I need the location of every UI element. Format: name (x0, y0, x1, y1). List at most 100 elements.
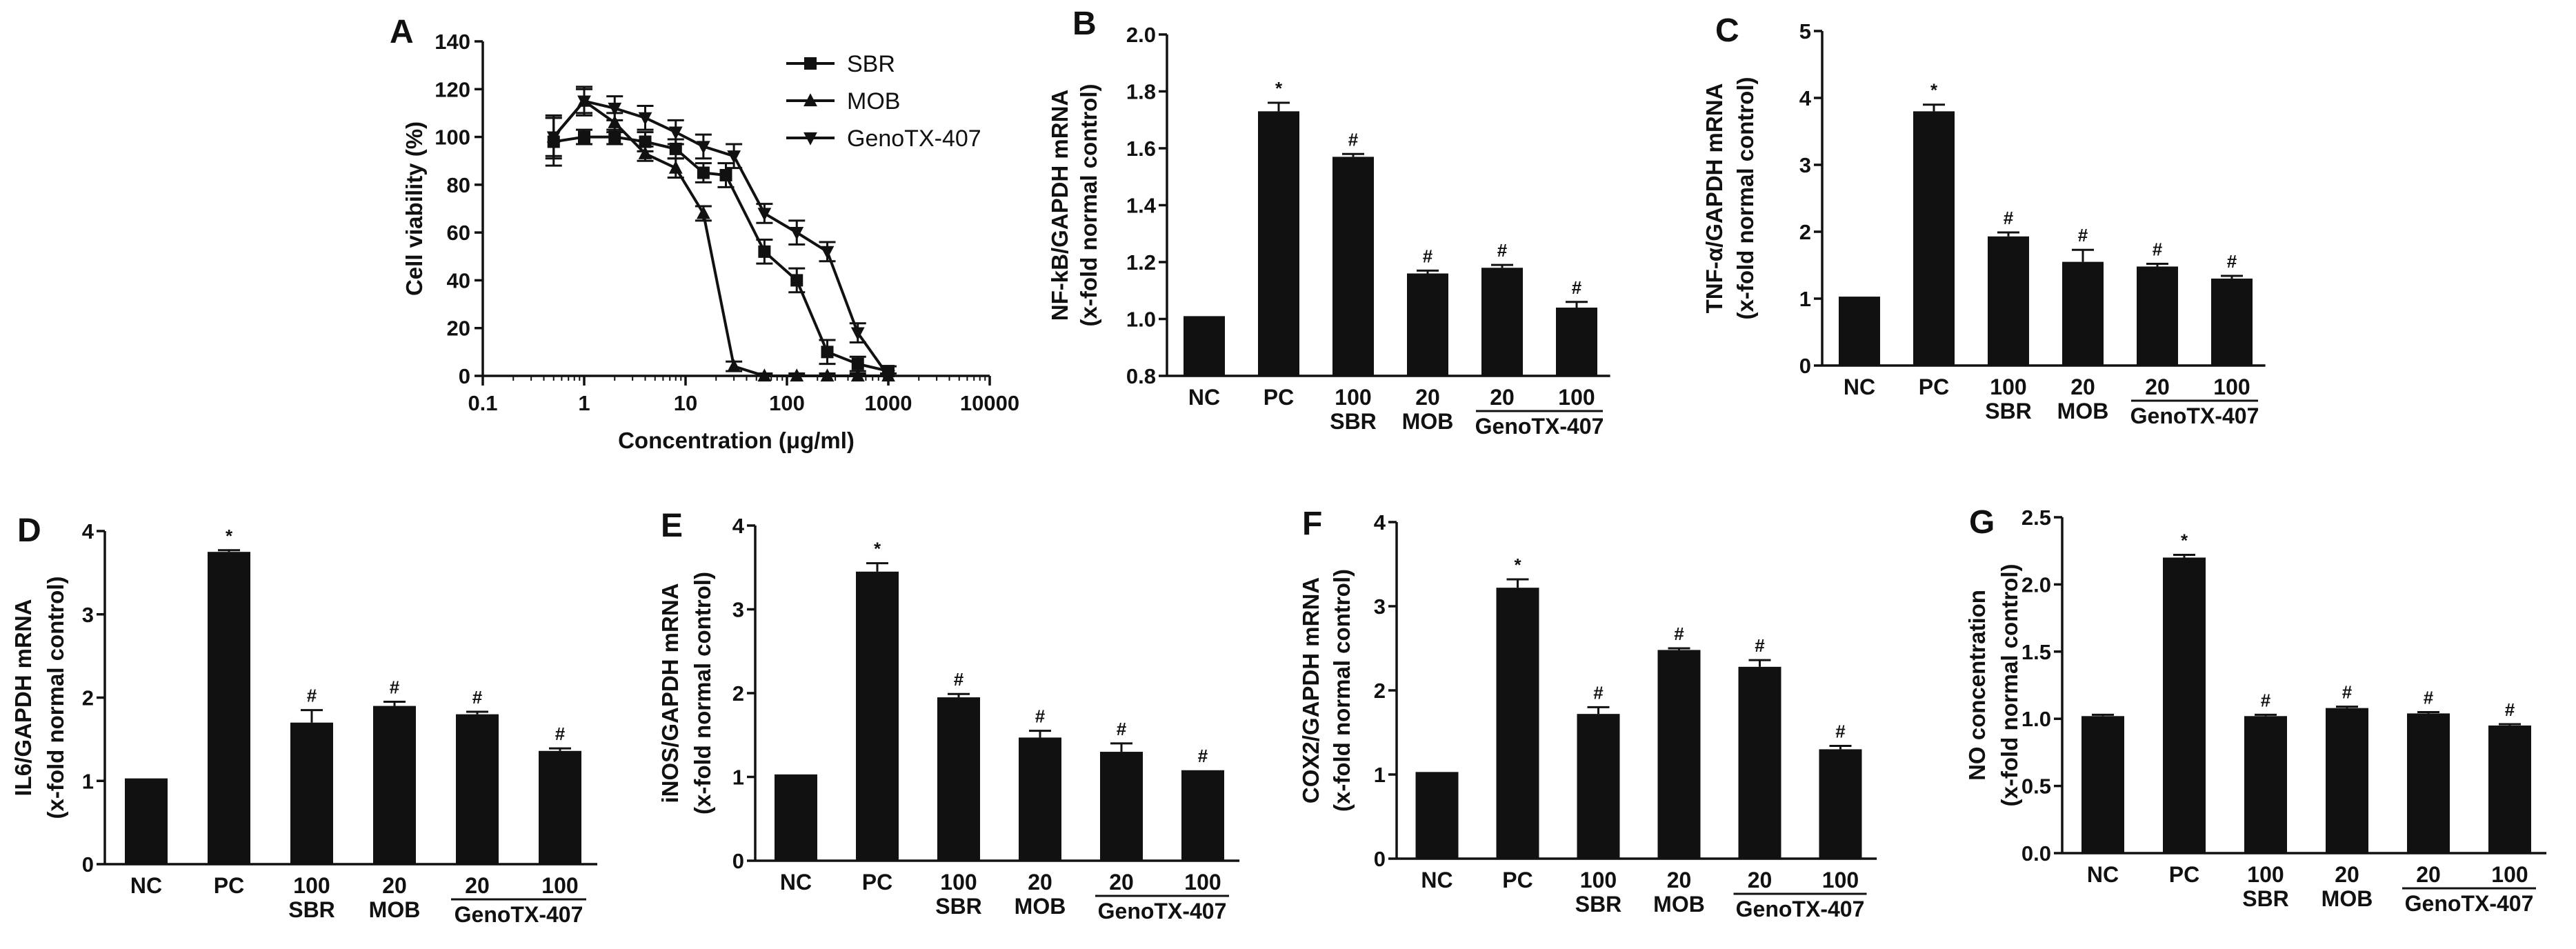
panel-label: D (17, 512, 41, 549)
data-point (669, 142, 682, 155)
data-point (757, 368, 772, 382)
x-tick-label: MOB (369, 897, 421, 922)
x-tick-label: 100 (769, 391, 805, 415)
series-sbr (545, 117, 897, 378)
y-tick-label: 80 (447, 173, 470, 197)
x-tick-label: 100 (293, 873, 330, 898)
bar (1556, 308, 1597, 376)
bar (2062, 261, 2104, 366)
legend-label: MOB (847, 88, 900, 114)
data-point (639, 135, 652, 148)
x-tick-label: PC (1919, 374, 1949, 399)
x-tick-label: 100 (1822, 868, 1859, 892)
data-point (820, 246, 835, 259)
x-tick-label: NC (1844, 374, 1875, 399)
x-tick-label: 20 (1748, 868, 1773, 892)
bar (2137, 266, 2178, 366)
panel-label: C (1715, 12, 1739, 49)
x-tick-label: NC (2087, 862, 2119, 887)
significance-mark: * (226, 526, 233, 546)
y-tick-label: 0 (732, 849, 744, 873)
bar (1988, 236, 2029, 366)
significance-mark: # (1423, 246, 1433, 266)
y-tick-label: 140 (435, 30, 470, 54)
panel-label: B (1072, 6, 1097, 42)
data-point (638, 146, 652, 159)
bar (1332, 157, 1374, 376)
panel-D: D IL6/GAPDH mRNA (x-fold normal control) 0 1… (10, 512, 597, 927)
bar (1839, 297, 1880, 366)
y-tick-label: 1.0 (1126, 308, 1156, 332)
x-tick-label: 20 (2145, 374, 2170, 399)
data-point (850, 327, 865, 341)
panel-label: A (390, 14, 414, 50)
y-tick-label: 0 (82, 852, 94, 877)
y-tick-label: 5 (1799, 19, 1811, 43)
y-tick-label: 0 (1374, 847, 1386, 871)
bar (2081, 716, 2124, 853)
y-tick-label: 1.6 (1126, 137, 1156, 161)
x-tick-label: 1 (578, 391, 590, 415)
y-axis-title: iNOS/GAPDH mRNA (657, 583, 683, 803)
data-point (727, 150, 741, 164)
significance-mark: # (2342, 682, 2353, 703)
y-tick-label: 3 (82, 603, 94, 627)
legend-label: SBR (847, 51, 895, 77)
group-label: GenoTX-407 (455, 902, 583, 927)
significance-mark: # (1035, 706, 1046, 727)
group-label: GenoTX-407 (2405, 891, 2534, 916)
x-tick-label: 100 (1580, 868, 1617, 892)
panel-G: G NO concentration (x-fold normal control)… (1964, 504, 2547, 916)
y-tick-label: 100 (435, 126, 470, 150)
y-tick-label: 60 (447, 221, 470, 245)
significance-mark: # (2227, 251, 2237, 272)
y-tick-label: 20 (447, 317, 470, 341)
x-tick-label: NC (130, 873, 162, 898)
y-tick-label: 0 (1799, 354, 1811, 378)
x-tick-label: 20 (2335, 862, 2359, 887)
x-tick-label: PC (1502, 868, 1532, 892)
y-axis-title: NO concentration (1964, 590, 1990, 781)
data-point (608, 114, 622, 128)
series-line (552, 99, 890, 377)
data-point (608, 130, 621, 143)
data-point (727, 359, 741, 372)
legend-marker (803, 93, 817, 107)
significance-mark: # (1572, 277, 1582, 298)
significance-mark: # (1497, 240, 1508, 261)
y-axis-title: COX2/GAPDH mRNA (1298, 577, 1324, 803)
data-point (577, 95, 591, 109)
x-tick-label: PC (862, 870, 892, 895)
series-line (552, 99, 888, 377)
significance-mark: # (307, 686, 317, 706)
y-tick-label: 1.0 (2021, 707, 2051, 731)
y-tick-label: 4 (732, 514, 745, 538)
x-tick-label: SBR (1985, 399, 2032, 423)
significance-mark: # (2153, 239, 2163, 260)
panel-label: E (661, 508, 683, 544)
significance-mark: # (2261, 690, 2271, 710)
x-tick-label: NC (780, 870, 812, 895)
x-tick-label: 100 (2491, 862, 2528, 887)
panel-A: A 0 20 40 60 80 100 120 140 0.1 1 10 100 1000 10000 Con… (390, 14, 1019, 453)
data-point (790, 368, 804, 382)
x-tick-label: NC (1188, 385, 1220, 410)
x-tick-label: MOB (2057, 399, 2109, 423)
x-tick-label: SBR (1575, 892, 1622, 917)
bar (290, 722, 333, 864)
bar (208, 552, 250, 864)
x-tick-label: 100 (541, 873, 578, 898)
data-point (757, 208, 772, 221)
y-tick-label: 2 (1374, 679, 1386, 703)
y-axis-subtitle: (x-fold normal control) (1076, 84, 1101, 327)
significance-mark: * (1514, 555, 1521, 575)
y-tick-label: 3 (732, 598, 744, 622)
y-tick-label: 1 (82, 769, 94, 793)
legend-marker (803, 132, 817, 146)
data-point (696, 206, 710, 219)
data-point (790, 227, 804, 240)
data-point (638, 112, 652, 126)
x-tick-label: 20 (1667, 868, 1692, 892)
